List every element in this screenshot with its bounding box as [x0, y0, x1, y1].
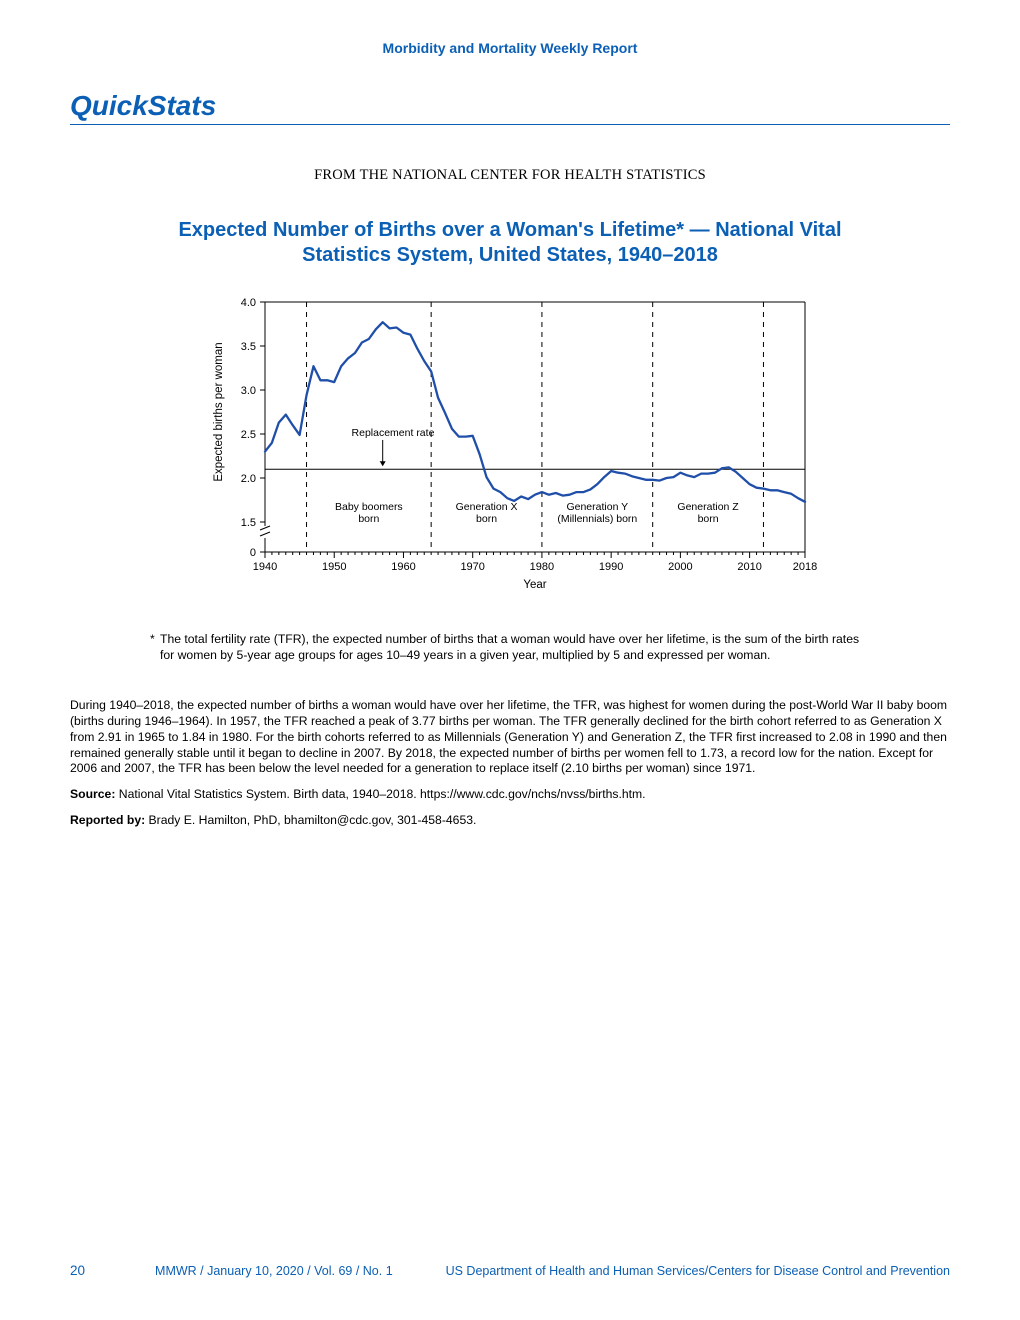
- reported-line: Reported by: Brady E. Hamilton, PhD, bha…: [70, 813, 950, 829]
- footer-citation: MMWR / January 10, 2020 / Vol. 69 / No. …: [155, 1264, 393, 1278]
- svg-text:Expected births per woman: Expected births per woman: [213, 342, 225, 481]
- svg-text:1970: 1970: [460, 561, 484, 573]
- svg-text:0: 0: [250, 547, 256, 559]
- svg-text:Replacement rate: Replacement rate: [352, 427, 435, 439]
- svg-text:born: born: [476, 513, 497, 525]
- svg-text:Generation Z: Generation Z: [677, 501, 739, 513]
- from-line: FROM THE NATIONAL CENTER FOR HEALTH STAT…: [70, 167, 950, 184]
- svg-text:born: born: [698, 513, 719, 525]
- svg-text:Generation Y: Generation Y: [566, 501, 628, 513]
- source-line: Source: National Vital Statistics System…: [70, 787, 950, 803]
- svg-text:2.5: 2.5: [241, 429, 256, 441]
- svg-text:2010: 2010: [737, 561, 761, 573]
- chart-title: Expected Number of Births over a Woman's…: [150, 218, 870, 268]
- report-name-header: Morbidity and Mortality Weekly Report: [70, 40, 950, 56]
- svg-text:1.5: 1.5: [241, 517, 256, 529]
- svg-text:1950: 1950: [322, 561, 346, 573]
- page-footer: 20 MMWR / January 10, 2020 / Vol. 69 / N…: [70, 1263, 950, 1278]
- svg-text:1960: 1960: [391, 561, 415, 573]
- footnote-marker: *: [150, 631, 160, 664]
- line-chart: 0 1.5 2.0 2.5 3.0 3.5 4.0 Expected births per w…: [200, 292, 820, 617]
- source-text: National Vital Statistics System. Birth …: [115, 787, 645, 801]
- source-label: Source:: [70, 787, 115, 801]
- svg-text:1990: 1990: [599, 561, 623, 573]
- svg-text:4.0: 4.0: [241, 297, 256, 309]
- chart-svg: 0 1.5 2.0 2.5 3.0 3.5 4.0 Expected births per w…: [200, 292, 820, 612]
- footnote-text: The total fertility rate (TFR), the expe…: [160, 631, 870, 664]
- reported-text: Brady E. Hamilton, PhD, bhamilton@cdc.go…: [145, 813, 476, 827]
- svg-text:3.0: 3.0: [241, 385, 256, 397]
- svg-text:Baby boomers: Baby boomers: [335, 501, 403, 513]
- body-paragraph: During 1940–2018, the expected number of…: [70, 698, 950, 777]
- svg-text:Generation X: Generation X: [456, 501, 518, 513]
- chart-footnote: * The total fertility rate (TFR), the ex…: [150, 631, 870, 664]
- svg-text:Year: Year: [523, 579, 546, 591]
- svg-text:2.0: 2.0: [241, 473, 256, 485]
- svg-text:1940: 1940: [253, 561, 277, 573]
- svg-text:2018: 2018: [793, 561, 817, 573]
- svg-text:born: born: [358, 513, 379, 525]
- section-heading: QuickStats: [70, 90, 950, 125]
- svg-text:3.5: 3.5: [241, 341, 256, 353]
- svg-text:1980: 1980: [530, 561, 554, 573]
- svg-text:(Millennials) born: (Millennials) born: [557, 513, 637, 525]
- reported-label: Reported by:: [70, 813, 145, 827]
- page-number: 20: [70, 1263, 85, 1278]
- footer-department: US Department of Health and Human Servic…: [433, 1264, 950, 1278]
- svg-text:2000: 2000: [668, 561, 692, 573]
